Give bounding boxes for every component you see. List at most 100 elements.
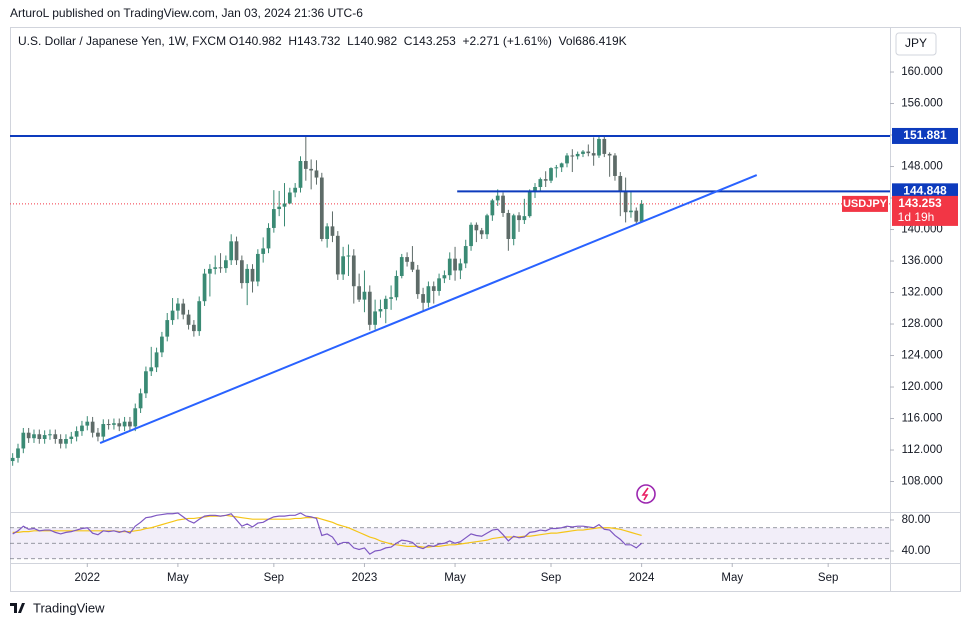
y-tick-label: 136.000 [901,255,943,267]
candle-body [229,241,234,261]
currency[interactable]: JPY [905,36,927,50]
countdown: 1d 19h [898,210,935,224]
candle-body [138,393,143,409]
candle-body [32,434,36,439]
candle-body [224,260,228,269]
candle-body [208,268,212,274]
candle-body [154,352,159,368]
candle-body [639,203,644,222]
candle-body [383,298,388,310]
publisher: ArturoL published on TradingView.com, Ja… [10,6,363,20]
x-tick-label: May [444,572,466,584]
candle-body [213,267,218,269]
candle-body [64,438,68,444]
candle-body [517,215,521,221]
candle-body [144,371,148,394]
candle-body [607,153,612,156]
x-tick-label: 2022 [74,572,100,584]
x-tick-label: May [721,572,743,584]
level-label: 151.881 [903,128,947,142]
candle-body [74,431,79,437]
frame [10,27,961,592]
candle-body [26,432,31,439]
x-tick-label: Sep [264,572,284,584]
candle-body [570,155,575,157]
candle-body [234,241,239,261]
candle-body [250,268,255,282]
y-tick-label: 140.000 [901,224,943,236]
last-price-label: 143.253 [898,196,942,210]
candle-body [293,187,298,193]
candle-body [330,226,335,236]
candle-body [581,151,585,154]
candle-body [410,261,415,270]
candle-body [378,309,383,312]
candle-body [112,423,116,425]
alert-icon[interactable] [636,484,656,504]
candle-body [426,286,431,303]
y-tick-label: 112.000 [902,444,943,456]
candle-body [181,303,186,315]
candle-body [192,324,196,332]
candle-body [80,425,84,432]
candle-body [522,216,527,221]
candle-body [415,269,420,295]
y-tick-label: 132.000 [901,287,943,299]
candle-body [48,434,52,436]
candle-body [362,291,367,300]
candle-body [21,432,26,449]
countdown-box [892,195,958,226]
alert-ring[interactable] [636,484,656,504]
candle-body [549,168,553,181]
candle-body [490,200,495,216]
candle-body [421,294,425,303]
candles [10,135,644,466]
candle-body [85,421,90,426]
candle-body [453,258,457,271]
candle-body [309,168,314,171]
candle-body [485,215,489,235]
candle-body [271,209,276,228]
candle-body [245,268,250,284]
candle-body [10,457,15,462]
candle-body [325,226,330,239]
logo-mark [10,603,25,613]
candle-body [128,421,132,427]
candle-body [613,155,617,176]
candle-body [218,267,223,269]
candle-body [495,195,500,201]
candle-body [202,273,207,302]
currency-button[interactable] [895,32,937,56]
y-tick-label: 116.000 [902,413,943,425]
candle-body [538,179,543,187]
candle-body [586,151,591,154]
candle-body [319,177,324,239]
candle-body [474,224,479,231]
candle-body [96,432,100,437]
candle-body [469,224,473,247]
candle-body [239,260,244,284]
candle-body [463,246,468,264]
candle-body [255,253,260,282]
candle-body [149,367,154,372]
candle-body [442,275,447,279]
candle-body [101,424,106,437]
candle-body [298,161,303,188]
candle-body [165,320,170,337]
candle-body [90,421,95,433]
y-tick-label: 120.000 [901,381,943,393]
candle-body [357,286,361,300]
candle-body [618,175,623,191]
candle-body [351,255,356,287]
x-tick-label: 2024 [629,572,655,584]
y-tick-label: 124.000 [901,350,943,362]
alert-bolt[interactable] [641,487,649,501]
candle-body [176,303,180,311]
rsi-line [12,512,643,555]
y-tick-label: 156.000 [901,98,943,110]
candle-body [287,192,292,204]
candle-body [266,227,271,249]
candle-body [559,163,564,168]
candle-body [527,190,532,217]
